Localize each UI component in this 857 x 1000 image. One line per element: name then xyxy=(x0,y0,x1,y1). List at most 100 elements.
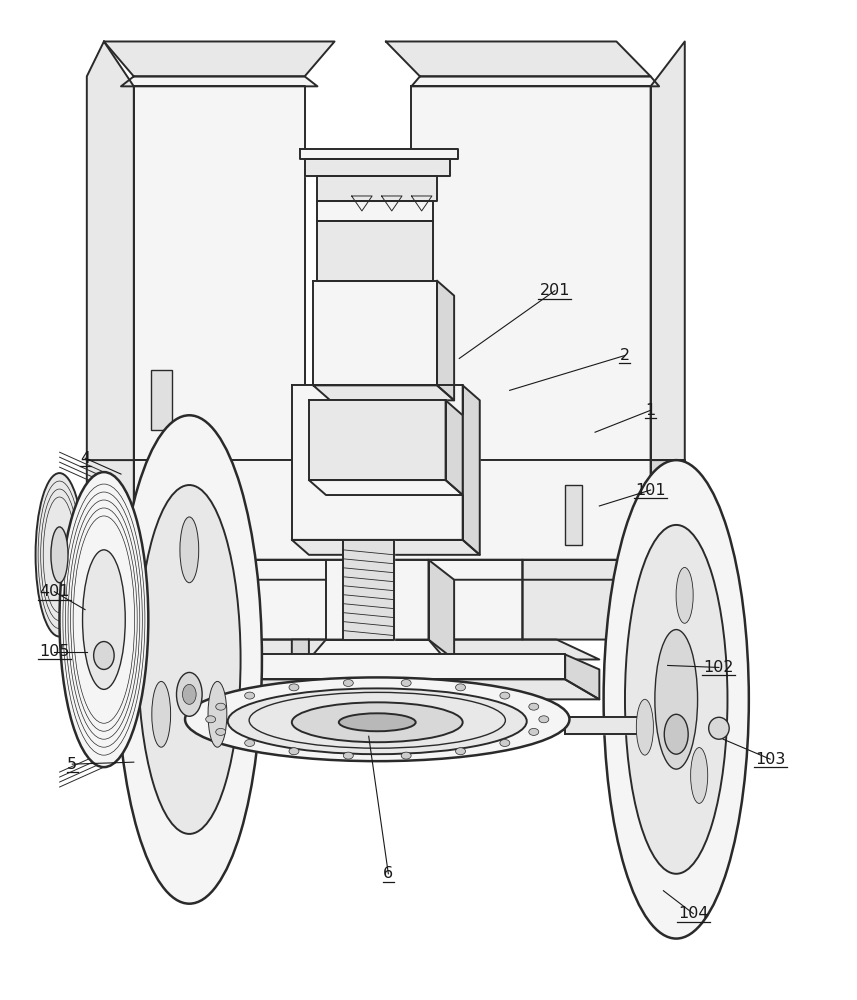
Ellipse shape xyxy=(529,703,539,710)
Polygon shape xyxy=(292,640,309,679)
Polygon shape xyxy=(207,640,599,659)
Ellipse shape xyxy=(289,684,299,691)
Polygon shape xyxy=(121,76,317,86)
Ellipse shape xyxy=(177,672,202,716)
Polygon shape xyxy=(134,460,650,560)
Ellipse shape xyxy=(59,472,148,767)
Polygon shape xyxy=(87,460,134,580)
Ellipse shape xyxy=(344,679,353,686)
Ellipse shape xyxy=(655,630,698,769)
Polygon shape xyxy=(313,385,454,400)
Ellipse shape xyxy=(183,684,196,704)
Ellipse shape xyxy=(500,740,510,746)
Ellipse shape xyxy=(529,728,539,735)
Polygon shape xyxy=(317,176,437,201)
Text: 103: 103 xyxy=(755,752,785,767)
Ellipse shape xyxy=(35,473,83,637)
Ellipse shape xyxy=(244,692,255,699)
Polygon shape xyxy=(309,400,446,480)
Text: 4: 4 xyxy=(80,451,90,466)
Polygon shape xyxy=(87,41,134,460)
Polygon shape xyxy=(463,385,480,555)
Polygon shape xyxy=(386,41,650,76)
Text: 101: 101 xyxy=(635,483,666,498)
Ellipse shape xyxy=(206,716,216,723)
Ellipse shape xyxy=(180,517,199,583)
Polygon shape xyxy=(292,540,480,555)
Ellipse shape xyxy=(691,748,708,803)
Polygon shape xyxy=(317,201,433,221)
Text: 104: 104 xyxy=(678,906,709,921)
Polygon shape xyxy=(650,560,685,659)
Ellipse shape xyxy=(637,699,653,755)
Ellipse shape xyxy=(709,717,729,739)
Text: 102: 102 xyxy=(704,660,734,675)
Polygon shape xyxy=(292,659,463,679)
Polygon shape xyxy=(309,480,463,495)
Ellipse shape xyxy=(456,748,465,755)
Ellipse shape xyxy=(117,415,262,904)
Text: 201: 201 xyxy=(540,283,570,298)
Polygon shape xyxy=(343,540,394,640)
Polygon shape xyxy=(317,221,433,281)
Ellipse shape xyxy=(500,692,510,699)
Ellipse shape xyxy=(51,527,68,583)
Ellipse shape xyxy=(208,681,227,747)
Polygon shape xyxy=(134,560,685,580)
Ellipse shape xyxy=(216,703,225,710)
Ellipse shape xyxy=(664,714,688,754)
Ellipse shape xyxy=(676,567,693,623)
Ellipse shape xyxy=(456,684,465,691)
Polygon shape xyxy=(650,460,685,560)
Text: 2: 2 xyxy=(620,348,630,363)
Ellipse shape xyxy=(244,740,255,746)
Ellipse shape xyxy=(344,752,353,759)
Polygon shape xyxy=(523,560,685,640)
Polygon shape xyxy=(104,719,189,734)
Ellipse shape xyxy=(339,713,416,731)
Polygon shape xyxy=(411,76,659,86)
Polygon shape xyxy=(428,560,454,659)
Polygon shape xyxy=(189,654,565,679)
Text: 6: 6 xyxy=(383,866,393,881)
Ellipse shape xyxy=(292,702,463,742)
Ellipse shape xyxy=(401,679,411,686)
Ellipse shape xyxy=(93,642,114,669)
Text: 1: 1 xyxy=(645,403,656,418)
Polygon shape xyxy=(650,717,719,739)
Text: 5: 5 xyxy=(67,757,77,772)
Polygon shape xyxy=(292,385,463,540)
Polygon shape xyxy=(134,560,241,640)
Ellipse shape xyxy=(603,460,749,939)
Polygon shape xyxy=(309,640,446,659)
Polygon shape xyxy=(304,159,450,176)
Polygon shape xyxy=(646,659,663,719)
Polygon shape xyxy=(646,699,702,719)
Ellipse shape xyxy=(185,677,569,761)
Polygon shape xyxy=(437,281,454,400)
Ellipse shape xyxy=(625,525,728,874)
Polygon shape xyxy=(104,41,334,76)
Ellipse shape xyxy=(216,728,225,735)
Polygon shape xyxy=(300,149,458,159)
Polygon shape xyxy=(134,86,304,460)
Polygon shape xyxy=(313,281,437,385)
Polygon shape xyxy=(565,717,650,734)
Ellipse shape xyxy=(138,485,241,834)
Ellipse shape xyxy=(82,550,125,689)
Polygon shape xyxy=(446,400,463,495)
Polygon shape xyxy=(650,460,685,580)
Text: 105: 105 xyxy=(39,644,69,659)
Polygon shape xyxy=(134,560,523,640)
Text: 401: 401 xyxy=(39,584,69,599)
Bar xyxy=(151,370,172,430)
Ellipse shape xyxy=(152,681,171,747)
Ellipse shape xyxy=(539,716,548,723)
Ellipse shape xyxy=(401,752,411,759)
Ellipse shape xyxy=(289,748,299,755)
Bar xyxy=(565,485,582,545)
Polygon shape xyxy=(155,679,599,699)
Polygon shape xyxy=(326,560,428,640)
Ellipse shape xyxy=(228,688,527,754)
Polygon shape xyxy=(411,86,650,460)
